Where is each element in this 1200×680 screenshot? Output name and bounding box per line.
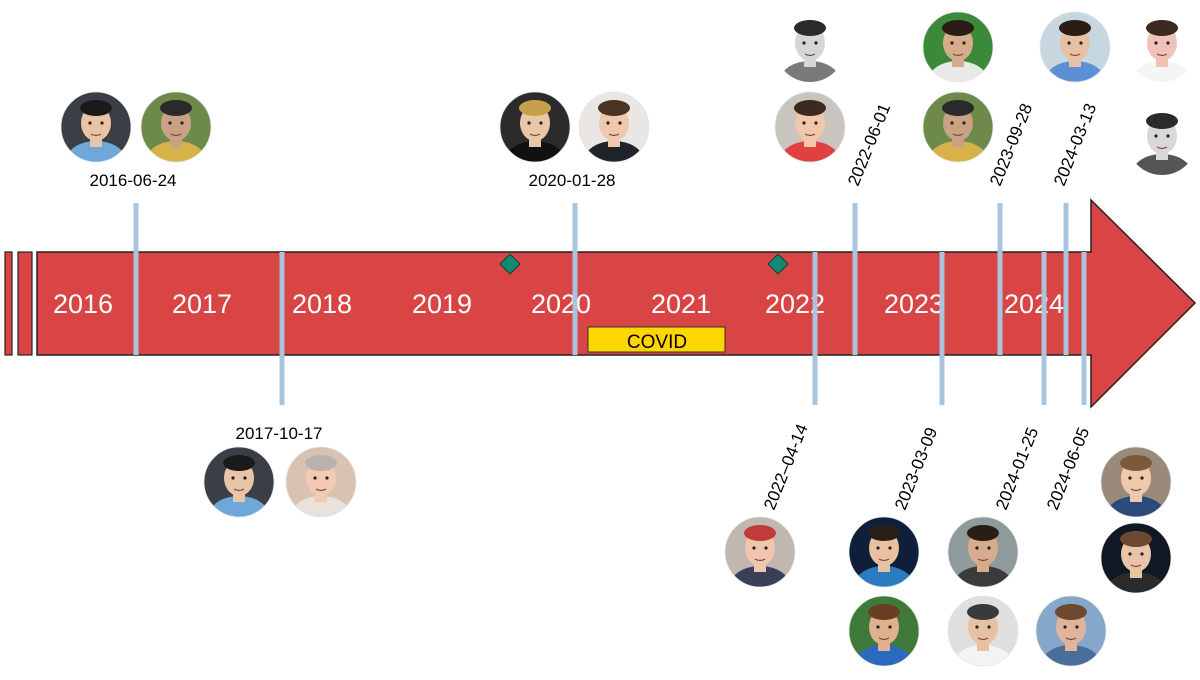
person-avatar bbox=[922, 11, 994, 83]
event-marker-line bbox=[852, 203, 858, 355]
event-marker-line bbox=[1081, 252, 1087, 405]
year-label: 2024 bbox=[1004, 289, 1064, 319]
axis-break-stub bbox=[17, 251, 33, 356]
person-avatar bbox=[774, 91, 846, 163]
axis-break-stub bbox=[4, 251, 13, 356]
covid-label: COVID bbox=[627, 332, 687, 353]
event-date-label: 2023-03-09 bbox=[891, 425, 941, 513]
person-avatar bbox=[140, 91, 212, 163]
person-avatar bbox=[1127, 12, 1197, 82]
person-avatar bbox=[724, 516, 796, 588]
person-avatar bbox=[947, 516, 1019, 588]
year-label: 2020 bbox=[531, 289, 591, 319]
milestone-diamond bbox=[499, 253, 521, 275]
event-marker-line bbox=[1063, 203, 1069, 355]
event-date-label: 2022-06-01 bbox=[844, 101, 894, 189]
event-date-label: 2020-01-28 bbox=[529, 171, 616, 190]
person-avatar bbox=[1100, 522, 1172, 594]
event-date-label: 2024-01-25 bbox=[992, 425, 1042, 513]
person-avatar bbox=[499, 91, 571, 163]
person-avatar bbox=[922, 91, 994, 163]
year-label: 2016 bbox=[53, 289, 113, 319]
event-date-label: 2023-09-28 bbox=[986, 101, 1036, 189]
covid-period-bar bbox=[587, 326, 726, 353]
timeline-arrow bbox=[36, 198, 1197, 409]
person-avatar bbox=[1035, 595, 1107, 667]
event-marker-line bbox=[997, 203, 1003, 355]
event-date-label: 2024-03-13 bbox=[1050, 101, 1100, 189]
event-marker-line bbox=[1041, 252, 1047, 405]
person-avatar bbox=[578, 91, 650, 163]
event-date-label: 2016-06-24 bbox=[90, 171, 177, 190]
year-label: 2017 bbox=[172, 289, 232, 319]
person-avatar bbox=[203, 446, 275, 518]
event-date-label: 2017-10-17 bbox=[236, 424, 323, 443]
event-marker-line bbox=[133, 203, 139, 355]
person-avatar bbox=[848, 516, 920, 588]
event-marker-line bbox=[279, 252, 285, 405]
person-avatar bbox=[60, 91, 132, 163]
event-marker-line bbox=[812, 252, 818, 405]
person-avatar bbox=[285, 446, 357, 518]
person-avatar bbox=[947, 595, 1019, 667]
event-date-label: 2024-06-05 bbox=[1043, 425, 1093, 513]
person-avatar bbox=[775, 12, 845, 82]
person-avatar bbox=[1127, 105, 1197, 175]
event-marker-line bbox=[939, 252, 945, 405]
person-avatar bbox=[1100, 446, 1172, 518]
person-avatar bbox=[1039, 11, 1111, 83]
person-avatar bbox=[848, 595, 920, 667]
year-label: 2019 bbox=[412, 289, 472, 319]
milestone-diamond bbox=[767, 253, 789, 275]
event-marker-line bbox=[572, 203, 578, 355]
year-label: 2018 bbox=[292, 289, 352, 319]
year-label: 2023 bbox=[884, 289, 944, 319]
event-date-label: 2022–04-14 bbox=[760, 421, 812, 512]
year-label: 2021 bbox=[651, 289, 711, 319]
